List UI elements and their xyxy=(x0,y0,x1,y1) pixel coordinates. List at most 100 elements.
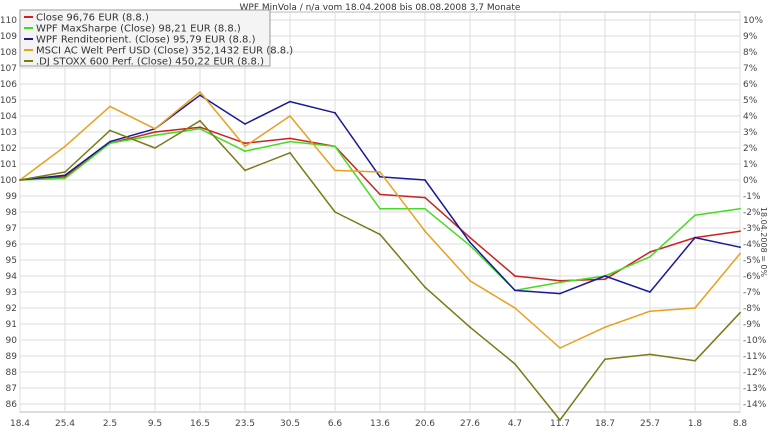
y-tick-label-right: -9% xyxy=(743,320,761,330)
y-tick-label-left: 99 xyxy=(6,192,18,202)
series-point xyxy=(604,275,606,277)
y-tick-label-right: -12% xyxy=(743,368,767,378)
y-tick-label-left: 86 xyxy=(6,400,18,410)
series-point xyxy=(739,246,741,249)
y-tick-label-right: -13% xyxy=(743,384,767,394)
x-tick-label: 8.8 xyxy=(733,419,748,429)
y-tick-label-left: 94 xyxy=(6,272,18,282)
y-tick-label-left: 109 xyxy=(0,32,17,42)
y-tick-label-right: -11% xyxy=(743,352,767,362)
series-point xyxy=(424,230,426,233)
series-point xyxy=(379,171,381,173)
y-tick-label-right: -10% xyxy=(743,336,767,346)
series-point xyxy=(694,236,696,239)
legend-label: .DJ STOXX 600 Perf. (Close) 450,22 EUR (… xyxy=(36,57,264,68)
series-point xyxy=(199,91,201,93)
series-point xyxy=(379,193,381,196)
y-tick-label-left: 93 xyxy=(6,288,17,298)
series-point xyxy=(694,359,696,362)
series-point xyxy=(424,286,426,289)
x-tick-label: 2.5 xyxy=(103,419,117,429)
series-point xyxy=(649,291,651,293)
series-point xyxy=(469,279,471,282)
series-lines xyxy=(19,91,741,421)
series-point xyxy=(469,241,471,244)
y-tick-label-right: 10% xyxy=(743,16,763,26)
y-tick-label-left: 92 xyxy=(6,304,17,314)
series-point xyxy=(514,289,516,292)
series-point xyxy=(19,179,21,181)
y-tick-label-right: 5% xyxy=(743,96,758,106)
x-tick-label: 23.5 xyxy=(235,419,255,429)
x-tick-label: 25.4 xyxy=(55,419,75,429)
y-tick-label-right: -5% xyxy=(743,256,761,266)
series-point xyxy=(649,310,651,313)
series-point xyxy=(559,419,561,421)
series-point xyxy=(289,137,291,140)
y-tick-label-left: 102 xyxy=(0,144,17,154)
series-point xyxy=(199,119,201,122)
y-tick-label-right: -14% xyxy=(743,400,767,410)
x-tick-label: 1.8 xyxy=(688,419,703,429)
axes: 86 -14% 87 -13% 88 -12% 89 -11% 90 -10% 91 -9% 92 -8%… xyxy=(0,16,767,429)
y-tick-label-right: -3% xyxy=(743,224,761,234)
y-tick-label-left: 87 xyxy=(6,384,17,394)
series-point xyxy=(109,129,111,132)
series-point xyxy=(289,100,291,103)
series-point xyxy=(469,236,471,239)
chart-title: WPF MinVola / n/a vom 18.04.2008 bis 08.… xyxy=(240,3,521,13)
y-tick-label-right: 3% xyxy=(743,128,758,138)
series-point xyxy=(199,127,201,130)
series-point xyxy=(559,292,561,295)
series-point xyxy=(424,196,426,199)
series-point xyxy=(109,105,111,108)
y-tick-label-left: 101 xyxy=(0,160,17,170)
series-point xyxy=(154,134,156,137)
y-tick-label-left: 110 xyxy=(0,16,17,26)
y-tick-label-right: -7% xyxy=(743,288,761,298)
x-tick-label: 4.7 xyxy=(508,419,522,429)
series-point xyxy=(244,150,246,153)
x-tick-label: 18.7 xyxy=(595,419,615,429)
series-point xyxy=(604,326,606,329)
series-point xyxy=(559,281,561,284)
series-point xyxy=(199,94,201,97)
x-tick-label: 20.6 xyxy=(415,419,435,429)
series-point xyxy=(379,175,381,178)
y-tick-label-right: -6% xyxy=(743,272,761,282)
y-tick-label-left: 100 xyxy=(0,176,17,186)
y-tick-label-left: 104 xyxy=(0,112,17,122)
series-point xyxy=(559,347,561,349)
series-point xyxy=(334,211,336,213)
legend-box xyxy=(19,9,271,67)
series-point xyxy=(64,177,66,180)
x-tick-label: 13.6 xyxy=(370,419,390,429)
x-tick-label: 27.6 xyxy=(460,419,480,429)
series-point xyxy=(289,151,291,154)
series-point xyxy=(424,179,426,181)
y-tick-label-left: 88 xyxy=(6,368,18,378)
y-tick-label-right: 8% xyxy=(743,48,758,58)
series-point xyxy=(154,127,156,130)
series-point xyxy=(514,363,516,365)
series-point xyxy=(244,123,246,125)
y-tick-label-left: 89 xyxy=(6,352,18,362)
series-point xyxy=(739,252,741,255)
series-point xyxy=(154,147,156,149)
series-point xyxy=(199,126,201,129)
series-point xyxy=(604,358,606,361)
y-tick-label-right: 0% xyxy=(743,176,758,186)
y-tick-label-right: -4% xyxy=(743,240,761,250)
x-tick-label: 16.5 xyxy=(190,419,210,429)
series-point xyxy=(604,278,606,281)
series-point xyxy=(739,207,741,210)
series-point xyxy=(334,145,336,148)
series-point xyxy=(469,244,471,247)
series-point xyxy=(514,275,516,277)
series-point xyxy=(649,353,651,356)
y-tick-label-left: 97 xyxy=(6,224,17,234)
series-point xyxy=(469,326,471,329)
series-point xyxy=(739,311,741,314)
y-tick-label-right: -1% xyxy=(743,192,761,202)
